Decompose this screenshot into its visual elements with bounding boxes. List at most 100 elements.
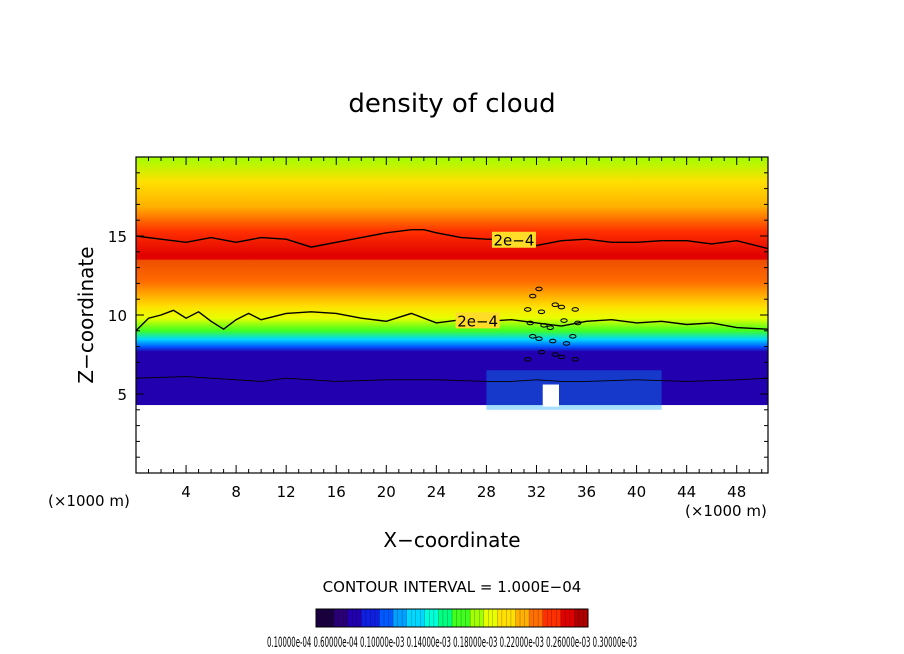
contour-blob: [529, 334, 537, 339]
colorbar-swatch: [456, 609, 462, 627]
contour-blob: [546, 325, 554, 330]
colorbar-swatch: [560, 609, 566, 627]
colorbar-swatch: [479, 609, 485, 627]
x-unit-right: (×1000 m): [685, 502, 767, 520]
colorbar-swatch: [442, 609, 448, 627]
colorbar-swatch: [433, 609, 439, 627]
y-axis-label: Z−coordinate: [74, 246, 98, 383]
colorbar-swatch: [510, 609, 516, 627]
colorbar: [315, 608, 589, 628]
x-tick-label: 32: [527, 483, 546, 501]
x-tick-label: 44: [677, 483, 696, 501]
contour-blob: [537, 349, 546, 355]
x-tick-label: 36: [577, 483, 596, 501]
contour-label: 2e−4: [494, 232, 535, 250]
y-tick-label: 10: [108, 307, 127, 325]
contour-line-0: [136, 228, 768, 250]
colorbar-swatch: [384, 609, 389, 627]
contour-blob: [537, 309, 546, 315]
colorbar-swatch: [520, 609, 525, 627]
colorbar-frame: [315, 608, 589, 628]
colorbar-swatch: [483, 609, 489, 627]
colorbar-swatch: [497, 609, 503, 627]
contour-blob: [524, 307, 532, 312]
x-tick-label: 24: [427, 483, 446, 501]
colorbar-swatch: [316, 609, 321, 627]
colorbar-swatch: [356, 609, 362, 627]
colorbar-swatch: [402, 609, 407, 627]
colorbar-swatch: [470, 609, 475, 627]
y-tick-label: 15: [108, 228, 127, 246]
x-axis-label: X−coordinate: [383, 528, 520, 552]
contour-line-1: [136, 309, 768, 332]
y-axis-ticks: 5 10 15: [108, 156, 768, 474]
contour-blob: [549, 338, 557, 344]
disturbed-region: [486, 370, 662, 410]
x-tick-label: 16: [327, 483, 346, 501]
colorbar-swatch: [574, 609, 580, 627]
contour-blob: [526, 320, 534, 326]
colorbar-swatch: [411, 609, 417, 627]
contour-line-2: [136, 376, 768, 382]
colorbar-swatch: [529, 609, 534, 627]
colorbar-swatch: [547, 609, 553, 627]
colorbar-swatch: [551, 609, 557, 627]
colorbar-swatch: [461, 609, 466, 627]
colorbar-swatch: [424, 609, 430, 627]
colorbar-swatch: [583, 609, 589, 627]
colorbar-swatch: [538, 609, 543, 627]
colorbar-swatch: [370, 609, 376, 627]
colorbar-swatch: [501, 609, 507, 627]
contour-blob: [560, 318, 568, 323]
x-tick-label: 20: [377, 483, 396, 501]
colorbar-swatch: [524, 609, 530, 627]
colorbar-swatch: [329, 609, 335, 627]
contour-blob: [540, 322, 548, 328]
colorbar-swatch: [415, 609, 421, 627]
contour-blob: [569, 334, 577, 339]
colorbar-swatch: [515, 609, 521, 627]
colorbar-swatch: [320, 609, 326, 627]
x-tick-label: 8: [231, 483, 241, 501]
colorbar-swatch: [347, 609, 353, 627]
colorbar-swatch: [338, 609, 344, 627]
contour-label: 2e−4: [457, 312, 498, 330]
y-tick-label: 5: [117, 386, 127, 404]
contour-blob: [535, 336, 543, 342]
contour-blob: [551, 302, 559, 308]
contour-label-bg: [455, 312, 500, 329]
colorbar-swatch: [474, 609, 480, 627]
contour-blob: [557, 304, 566, 310]
x-unit-left: (×1000 m): [48, 492, 130, 510]
contour-blob: [551, 352, 559, 357]
x-axis-ticks: 4 8 12 16 20 24 28 32 36 40 44 48: [135, 157, 763, 501]
colorbar-swatch: [438, 609, 444, 627]
contour-label-bg: [491, 231, 536, 248]
x-tick-label: 4: [181, 483, 191, 501]
colorbar-swatch: [406, 609, 412, 627]
colorbar-swatch: [506, 609, 512, 627]
colorbar-swatch: [447, 609, 453, 627]
colorbar-swatch: [379, 609, 385, 627]
colorbar-swatch: [393, 609, 398, 627]
colorbar-swatch: [488, 609, 494, 627]
contour-lines: [136, 228, 768, 382]
contour-blob: [535, 286, 543, 292]
colorbar-swatch: [361, 609, 367, 627]
colorbar-swatch: [325, 609, 330, 627]
colorbar-swatch: [533, 609, 539, 627]
colorbar-swatch: [374, 609, 380, 627]
x-tick-label: 12: [277, 483, 296, 501]
contour-interval-text: CONTOUR INTERVAL = 1.000E−04: [323, 578, 582, 596]
density-field-fill: [136, 157, 768, 406]
colorbar-swatch: [465, 609, 471, 627]
cloud-gap: [542, 384, 560, 407]
contour-blob: [524, 356, 532, 362]
colorbar-swatch: [388, 609, 394, 627]
contour-blob: [571, 356, 579, 362]
colorbar-swatch: [569, 609, 575, 627]
contour-blob: [571, 307, 579, 312]
colorbar-swatch: [343, 609, 349, 627]
colorbar-swatch: [420, 609, 426, 627]
